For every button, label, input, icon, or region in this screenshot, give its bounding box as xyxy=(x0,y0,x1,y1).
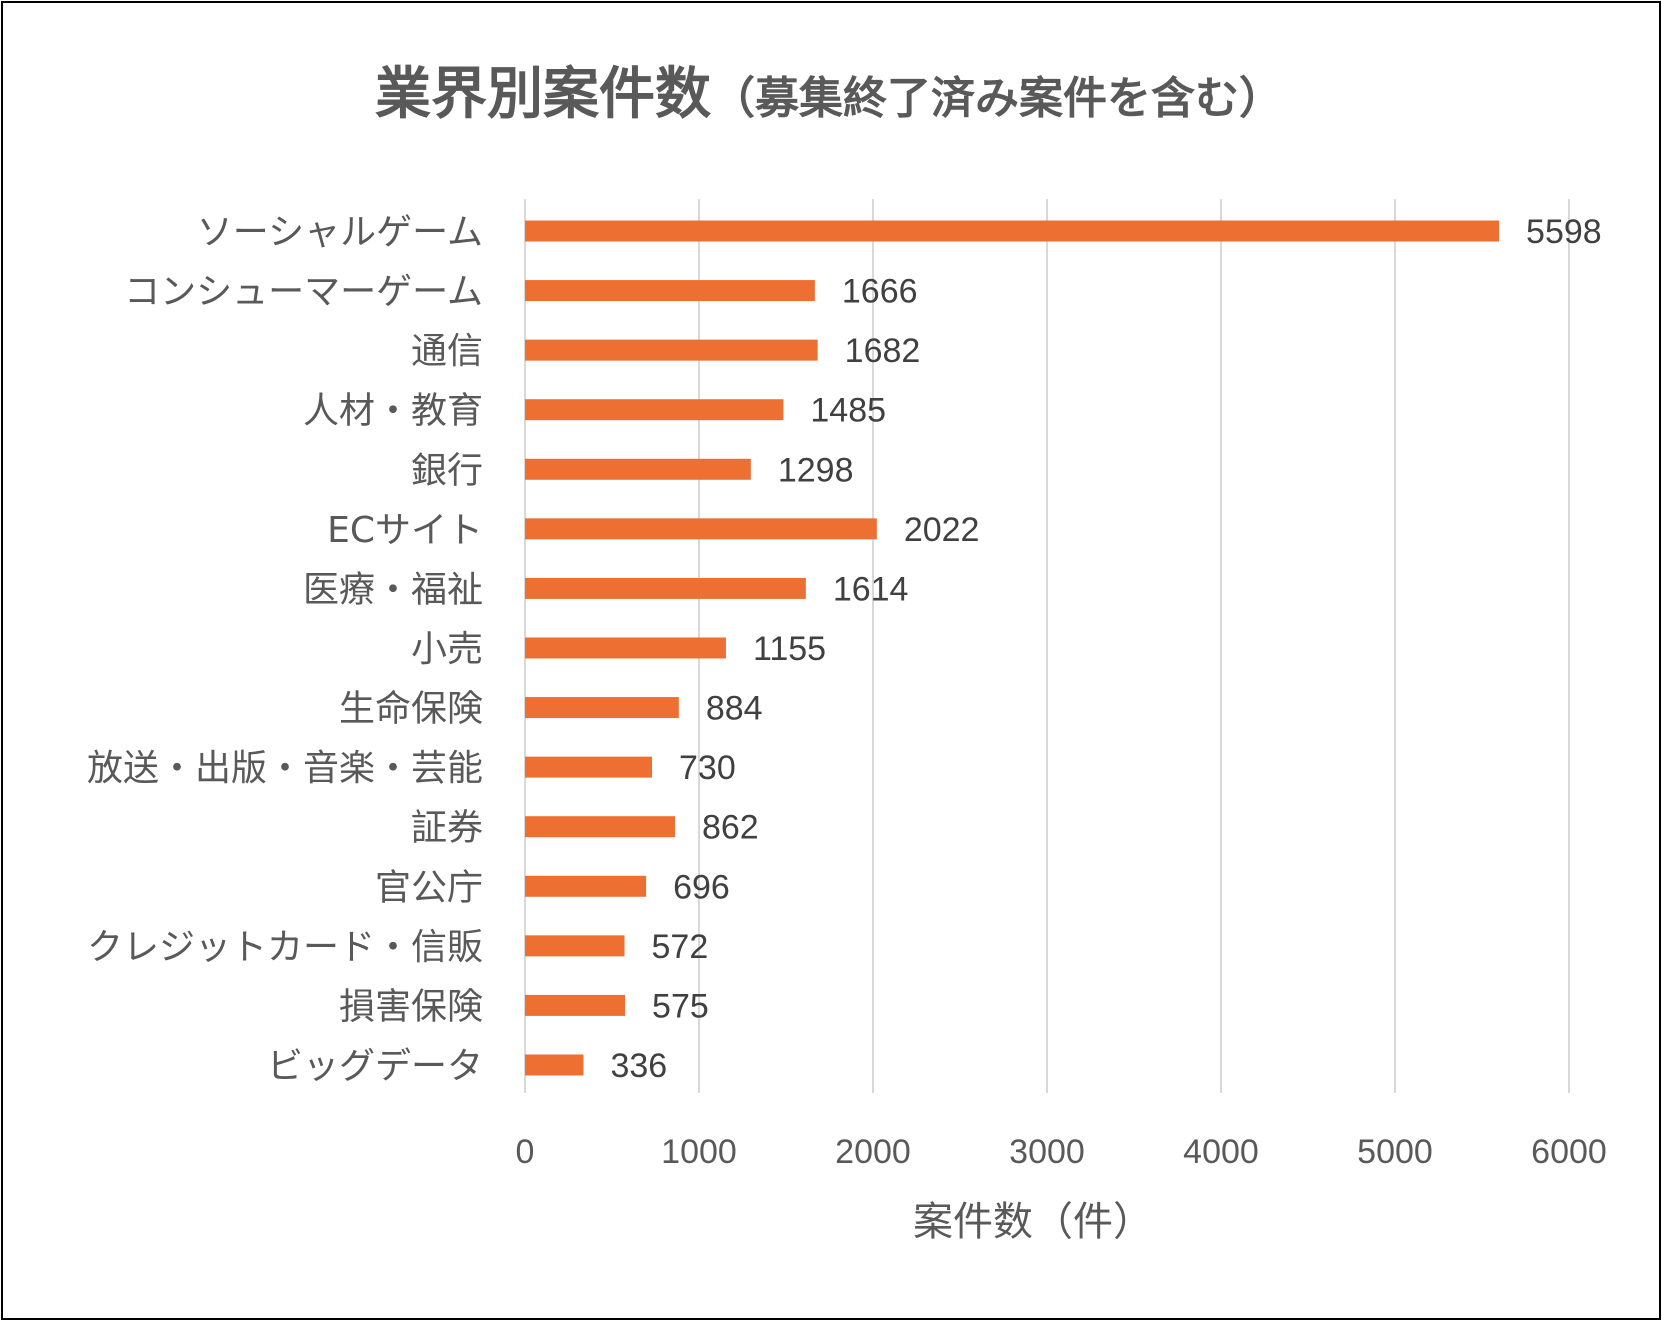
category-label-13: 損害保険 xyxy=(339,986,483,1027)
x-axis-title: 案件数（件） xyxy=(913,1199,1153,1245)
chart-title-main: 業界別案件数 xyxy=(375,62,711,127)
bar-13 xyxy=(525,994,626,1016)
value-label-13: 575 xyxy=(652,987,709,1025)
value-label-10: 862 xyxy=(702,809,759,847)
category-label-9: 放送・出版・音楽・芸能 xyxy=(87,748,483,789)
bar-8 xyxy=(525,697,679,719)
chart-title: 業界別案件数（募集終了済み案件を含む） xyxy=(375,62,1283,127)
category-label-3: 人材・教育 xyxy=(303,391,483,432)
category-label-7: 小売 xyxy=(411,629,483,670)
category-label-14: ビッグデータ xyxy=(267,1046,483,1087)
value-label-0: 5598 xyxy=(1526,213,1602,251)
category-label-0: ソーシャルゲーム xyxy=(197,212,483,253)
value-label-1: 1666 xyxy=(842,273,918,311)
bar-12 xyxy=(525,935,625,957)
bar-7 xyxy=(525,637,726,659)
bar-5 xyxy=(525,518,877,540)
bar-1 xyxy=(525,280,815,302)
bar-0 xyxy=(525,220,1500,242)
category-label-5: ECサイト xyxy=(327,510,483,551)
x-tick-label-1: 1000 xyxy=(661,1133,737,1171)
bars xyxy=(525,220,1500,1076)
x-tick-label-4: 4000 xyxy=(1183,1133,1259,1171)
x-tick-label-0: 0 xyxy=(516,1133,535,1171)
x-tick-label-2: 2000 xyxy=(835,1133,911,1171)
value-label-6: 1614 xyxy=(833,570,909,608)
bar-3 xyxy=(525,399,784,421)
chart-title-sub: （募集終了済み案件を含む） xyxy=(711,73,1283,124)
value-label-14: 336 xyxy=(610,1047,667,1085)
x-tick-label-5: 5000 xyxy=(1357,1133,1433,1171)
category-label-10: 証券 xyxy=(411,808,483,849)
chart-svg: 業界別案件数（募集終了済み案件を含む） ソーシャルゲームコンシューマーゲーム通信… xyxy=(87,62,1607,1245)
category-label-6: 医療・福祉 xyxy=(303,569,483,610)
bar-14 xyxy=(525,1054,584,1076)
bar-2 xyxy=(525,339,818,361)
bar-11 xyxy=(525,875,647,897)
category-label-8: 生命保険 xyxy=(339,689,483,730)
value-label-2: 1682 xyxy=(845,332,921,370)
value-label-3: 1485 xyxy=(810,392,886,430)
bar-6 xyxy=(525,577,806,599)
x-tick-label-3: 3000 xyxy=(1009,1133,1085,1171)
value-label-12: 572 xyxy=(652,928,709,966)
bar-10 xyxy=(525,816,675,838)
value-label-4: 1298 xyxy=(778,451,854,489)
value-label-5: 2022 xyxy=(904,511,980,549)
value-label-7: 1155 xyxy=(753,630,826,668)
value-label-8: 884 xyxy=(706,690,763,728)
value-label-11: 696 xyxy=(673,868,730,906)
value-label-9: 730 xyxy=(679,749,736,787)
category-label-11: 官公庁 xyxy=(375,867,483,908)
category-label-12: クレジットカード・信販 xyxy=(87,927,483,968)
x-tick-labels: 0 1000 2000 3000 4000 5000 6000 xyxy=(516,1133,1607,1171)
category-label-1: コンシューマーゲーム xyxy=(124,272,483,313)
x-tick-label-6: 6000 xyxy=(1531,1133,1607,1171)
bar-9 xyxy=(525,756,653,778)
category-label-4: 銀行 xyxy=(411,450,483,491)
category-label-2: 通信 xyxy=(411,331,483,372)
bar-4 xyxy=(525,458,751,480)
